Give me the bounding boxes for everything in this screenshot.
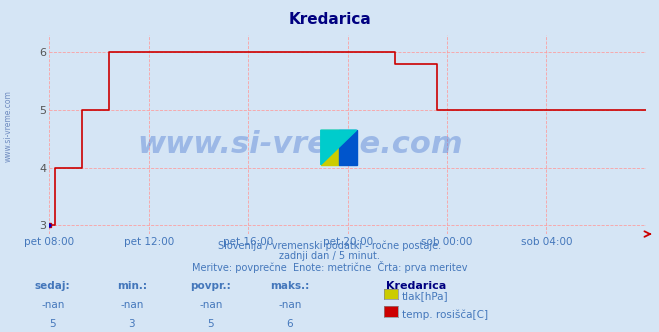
Bar: [339, 130, 357, 165]
Text: sedaj:: sedaj:: [35, 281, 71, 290]
Text: tlak[hPa]: tlak[hPa]: [402, 291, 449, 301]
Bar: [321, 130, 339, 165]
Text: -nan: -nan: [199, 300, 223, 310]
Text: Kredarica: Kredarica: [386, 281, 445, 290]
Text: www.si-vreme.com: www.si-vreme.com: [3, 90, 13, 162]
Text: maks.:: maks.:: [270, 281, 310, 290]
Text: 6: 6: [287, 319, 293, 329]
Text: Meritve: povprečne  Enote: metrične  Črta: prva meritev: Meritve: povprečne Enote: metrične Črta:…: [192, 261, 467, 273]
Text: 5: 5: [208, 319, 214, 329]
Text: -nan: -nan: [41, 300, 65, 310]
Polygon shape: [321, 130, 357, 165]
Text: zadnji dan / 5 minut.: zadnji dan / 5 minut.: [279, 251, 380, 261]
Text: -nan: -nan: [278, 300, 302, 310]
Text: -nan: -nan: [120, 300, 144, 310]
Text: Kredarica: Kredarica: [288, 12, 371, 27]
Text: povpr.:: povpr.:: [190, 281, 231, 290]
Text: 5: 5: [49, 319, 56, 329]
Text: Slovenija / vremenski podatki - ročne postaje.: Slovenija / vremenski podatki - ročne po…: [218, 241, 441, 251]
Text: 3: 3: [129, 319, 135, 329]
Text: min.:: min.:: [117, 281, 147, 290]
Text: www.si-vreme.com: www.si-vreme.com: [137, 130, 463, 159]
Text: temp. rosišča[C]: temp. rosišča[C]: [402, 309, 488, 320]
